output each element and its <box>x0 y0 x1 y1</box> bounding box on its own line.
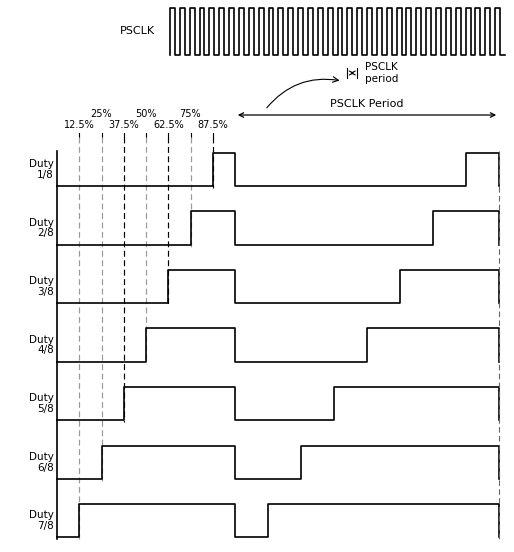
Text: Duty
1/8: Duty 1/8 <box>29 159 54 180</box>
Text: Duty
7/8: Duty 7/8 <box>29 511 54 531</box>
Text: Duty
5/8: Duty 5/8 <box>29 393 54 414</box>
Text: Duty
2/8: Duty 2/8 <box>29 217 54 238</box>
Text: Duty
6/8: Duty 6/8 <box>29 452 54 473</box>
Text: PSCLK
period: PSCLK period <box>365 62 398 84</box>
Text: Duty
4/8: Duty 4/8 <box>29 335 54 355</box>
Text: PSCLK: PSCLK <box>120 26 155 36</box>
Text: 12.5%: 12.5% <box>64 120 95 130</box>
Text: 62.5%: 62.5% <box>153 120 183 130</box>
Text: 87.5%: 87.5% <box>197 120 228 130</box>
Text: 25%: 25% <box>90 109 113 119</box>
Text: 50%: 50% <box>135 109 157 119</box>
Text: PSCLK Period: PSCLK Period <box>331 99 404 109</box>
Text: Duty
3/8: Duty 3/8 <box>29 276 54 297</box>
Text: 75%: 75% <box>180 109 201 119</box>
Text: 37.5%: 37.5% <box>108 120 139 130</box>
